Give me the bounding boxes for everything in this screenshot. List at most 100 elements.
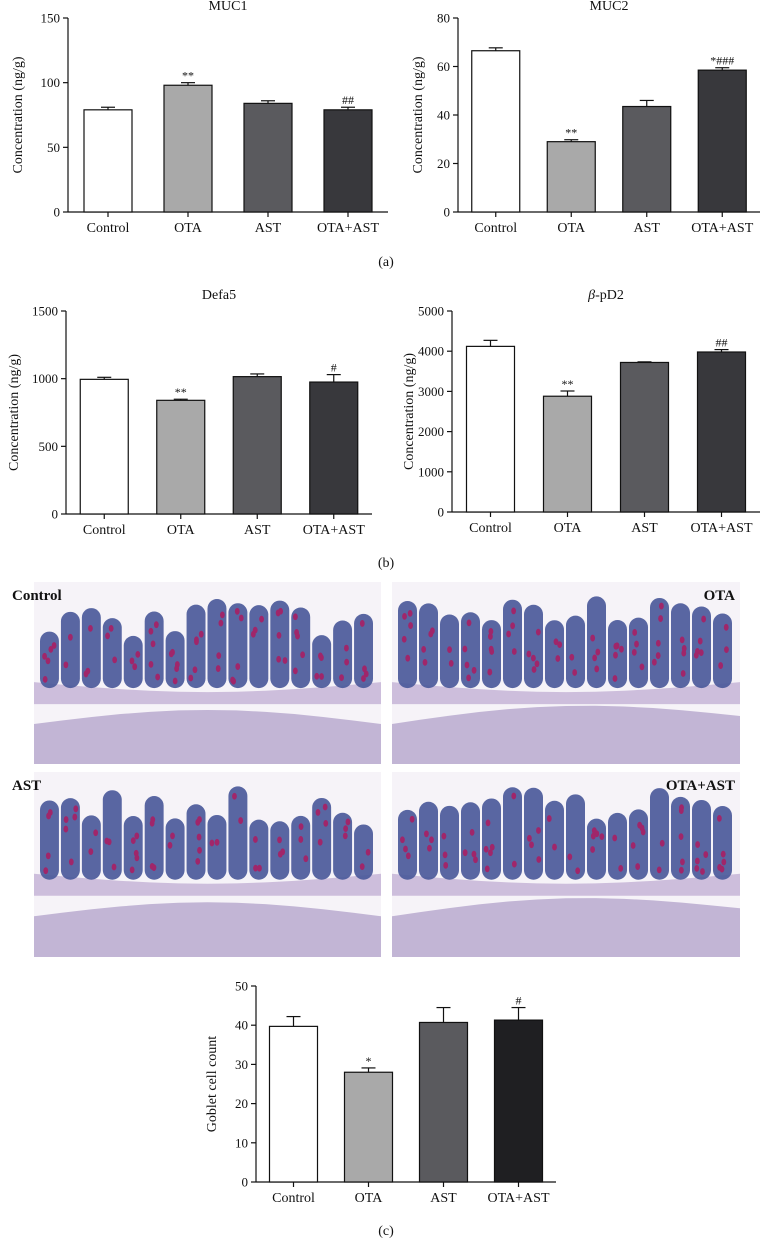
bar-ast <box>232 376 282 515</box>
bar-control <box>471 50 521 213</box>
y-tick-label: 0 <box>54 205 61 220</box>
y-tick-label: 150 <box>41 11 61 26</box>
chart-goblet: 0 10 20 30 40 50 Goblet cell count Control * OTA A… <box>205 979 556 1206</box>
x-tick-label: OTA <box>167 523 196 538</box>
micrograph-label-ota: OTA <box>704 588 736 604</box>
bar-ota-ast <box>309 381 359 515</box>
bar-ota-ast <box>697 69 747 213</box>
bar-ota-ast <box>323 109 373 213</box>
significance-label: ** <box>562 377 574 391</box>
x-tick-label: AST <box>634 221 661 236</box>
bar-ota-ast <box>493 1019 544 1183</box>
x-tick-label: Control <box>87 221 130 236</box>
villi <box>398 596 732 689</box>
y-axis-label: Goblet cell count <box>205 1036 220 1133</box>
villi <box>40 599 373 689</box>
charts: MUC1 0 50 100 150 Concentration (ng/g) Control… <box>7 0 760 1206</box>
y-tick-label: 1500 <box>32 304 58 319</box>
x-tick-label: OTA <box>557 221 586 236</box>
bar-control <box>268 1025 319 1183</box>
chart-title: MUC1 <box>209 0 248 14</box>
bar-ota-ast <box>696 351 747 513</box>
significance-label: # <box>331 361 337 375</box>
micrograph-ota-ast <box>392 772 740 957</box>
significance-label: ** <box>175 385 187 399</box>
chart-muc2: MUC2 0 20 40 60 80 Concentration (ng/g) Control… <box>411 0 760 236</box>
significance-label: * <box>366 1054 372 1068</box>
bar-ast <box>243 102 293 213</box>
panel-label-b: (b) <box>378 556 395 571</box>
y-tick-label: 20 <box>437 156 450 171</box>
bar-ota <box>343 1071 394 1183</box>
y-tick-label: 500 <box>39 439 59 454</box>
y-tick-label: 0 <box>242 1175 249 1190</box>
y-tick-label: 80 <box>437 11 450 26</box>
micrograph-ota <box>392 582 740 764</box>
y-tick-label: 4000 <box>418 344 444 359</box>
muscle-layer <box>34 902 381 957</box>
y-tick-label: 0 <box>52 507 59 522</box>
muscle-layer <box>34 709 381 764</box>
x-tick-label: Control <box>83 523 126 538</box>
x-tick-label: AST <box>244 523 271 538</box>
submucosa <box>34 873 381 896</box>
x-tick-label: Control <box>272 1191 315 1206</box>
bar-control <box>83 109 133 213</box>
chart-title: β-pD2 <box>587 288 624 303</box>
villi <box>40 786 373 880</box>
villi <box>398 787 732 880</box>
y-tick-label: 30 <box>235 1057 248 1072</box>
x-tick-label: OTA+AST <box>303 523 365 538</box>
x-tick-label: Control <box>474 221 517 236</box>
x-tick-label: OTA <box>355 1191 384 1206</box>
y-tick-label: 20 <box>235 1096 248 1111</box>
y-tick-label: 50 <box>235 979 248 994</box>
chart-beta-pd2: β-pD2 0 1000 2000 3000 4000 5000 Concentration … <box>402 288 760 536</box>
y-tick-label: 0 <box>444 205 451 220</box>
y-tick-label: 50 <box>47 140 60 155</box>
micrograph-control <box>34 582 381 764</box>
y-axis-label: Concentration (ng/g) <box>11 56 26 173</box>
y-tick-label: 3000 <box>418 384 444 399</box>
y-tick-label: 100 <box>41 75 61 90</box>
x-tick-label: OTA+AST <box>691 221 753 236</box>
y-tick-label: 40 <box>437 108 450 123</box>
micrograph-ast <box>34 772 381 957</box>
chart-title: MUC2 <box>590 0 629 14</box>
bar-control <box>79 378 129 515</box>
significance-label: *### <box>710 54 734 68</box>
x-tick-label: OTA <box>174 221 203 236</box>
bar-ast <box>418 1021 469 1183</box>
significance-label: ## <box>342 93 354 107</box>
x-tick-label: OTA <box>554 521 583 536</box>
x-tick-label: Control <box>469 521 512 536</box>
bar-ota <box>546 141 596 213</box>
x-tick-label: OTA+AST <box>488 1191 550 1206</box>
submucosa <box>392 682 740 705</box>
y-tick-label: 0 <box>438 505 445 520</box>
chart-defa5: Defa5 0 500 1000 1500 Concentration (ng/g) Con… <box>7 288 372 538</box>
x-tick-label: AST <box>430 1191 457 1206</box>
y-tick-label: 5000 <box>418 304 444 319</box>
muscle-layer <box>392 705 740 764</box>
bar-ast <box>619 361 670 513</box>
micrograph-label-control: Control <box>12 588 62 604</box>
y-tick-label: 60 <box>437 59 450 74</box>
x-tick-label: AST <box>631 521 658 536</box>
y-tick-label: 2000 <box>418 424 444 439</box>
bar-ota <box>163 84 213 213</box>
bar-ota <box>542 395 593 513</box>
significance-label: ** <box>565 126 577 140</box>
y-tick-label: 1000 <box>32 371 58 386</box>
y-axis-label: Concentration (ng/g) <box>7 354 22 471</box>
panel-label-a: (a) <box>378 255 394 270</box>
y-axis-label: Concentration (ng/g) <box>411 56 426 173</box>
x-tick-label: AST <box>255 221 282 236</box>
significance-label: ** <box>182 69 194 83</box>
bar-control <box>465 345 516 513</box>
significance-label: # <box>516 994 522 1008</box>
micrograph-label-ast: AST <box>12 778 41 794</box>
significance-label: ## <box>716 336 728 350</box>
bar-ota <box>156 399 206 515</box>
x-tick-label: OTA+AST <box>691 521 753 536</box>
